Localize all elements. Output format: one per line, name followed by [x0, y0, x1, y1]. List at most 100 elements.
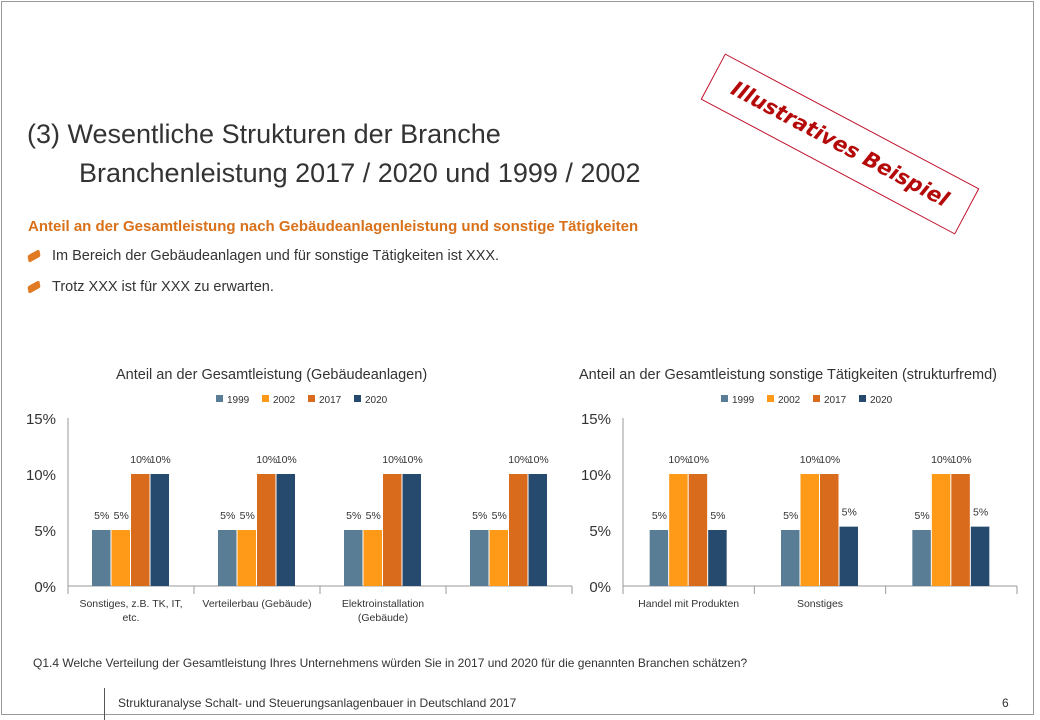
data-label: 10%: [931, 454, 952, 466]
y-tick-label: 5%: [589, 523, 611, 540]
bar-2020: [839, 526, 858, 586]
legend-swatch: [721, 395, 728, 402]
bar-1999: [92, 530, 111, 586]
legend-swatch: [262, 395, 269, 402]
bar-2002: [363, 530, 382, 586]
bar-2002: [111, 530, 130, 586]
data-label: 10%: [528, 454, 549, 466]
y-tick-label: 10%: [581, 467, 611, 484]
bar-2020: [150, 474, 169, 586]
y-tick-label: 5%: [34, 523, 56, 540]
chart-legend: 1999 2002 2017 2020: [721, 395, 893, 406]
data-label: 5%: [492, 510, 507, 522]
bar-2020: [970, 526, 990, 586]
legend-swatch: [354, 395, 361, 402]
page-title-line2: Branchenleistung 2017 / 2020 und 1999 / …: [79, 158, 641, 188]
legend-label: 2002: [778, 395, 801, 406]
data-label: 10%: [256, 454, 277, 466]
data-label: 5%: [366, 510, 381, 522]
bar-1999: [470, 530, 489, 586]
bar-2017: [257, 474, 276, 586]
data-label: 10%: [402, 454, 423, 466]
y-tick-label: 0%: [589, 579, 611, 596]
y-tick-label: 0%: [34, 579, 56, 596]
data-label: 5%: [783, 510, 798, 522]
bar-2002: [931, 474, 951, 586]
x-tick-label: Verteilerbau (Gebäude): [202, 598, 311, 610]
legend-label: 2020: [365, 395, 388, 406]
data-label: 10%: [382, 454, 403, 466]
x-tick-label: (Gebäude): [358, 612, 408, 624]
data-label: 10%: [668, 454, 689, 466]
data-label: 10%: [150, 454, 171, 466]
x-tick-label: Handel mit Produkten: [638, 598, 739, 610]
x-tick-label: Elektroinstallation: [342, 598, 424, 610]
data-label: 5%: [472, 510, 487, 522]
page-number: 6: [1002, 696, 1009, 710]
bar-2017: [383, 474, 402, 586]
y-tick-label: 10%: [26, 467, 56, 484]
bar-2017: [820, 474, 839, 586]
legend-swatch: [859, 395, 866, 402]
data-label: 5%: [914, 510, 929, 522]
bullet-item: Trotz XXX ist für XXX zu erwarten.: [27, 279, 274, 295]
bar-2017: [951, 474, 970, 586]
subheading: Anteil an der Gesamtleistung nach Gebäud…: [28, 218, 639, 235]
footer-divider: [104, 688, 105, 720]
legend-swatch: [216, 395, 223, 402]
legend-label: 2020: [870, 395, 893, 406]
data-label: 10%: [130, 454, 151, 466]
bar-2017: [509, 474, 528, 586]
bullet-item: Im Bereich der Gebäudeanlagen und für so…: [27, 248, 500, 264]
bar-2017: [688, 474, 708, 586]
bar-2002: [800, 474, 819, 586]
bar-2020: [708, 530, 727, 586]
data-label: 10%: [508, 454, 529, 466]
data-label: 10%: [800, 454, 821, 466]
bullet-text: Im Bereich der Gebäudeanlagen und für so…: [52, 248, 500, 264]
bar-1999: [912, 530, 931, 586]
bar-1999: [781, 530, 800, 586]
data-label: 5%: [114, 510, 129, 522]
chart-title-left: Anteil an der Gesamtleistung (Gebäudeanl…: [116, 367, 428, 383]
bullet-marker-icon: [27, 249, 41, 263]
bar-1999: [344, 530, 363, 586]
data-label: 10%: [951, 454, 972, 466]
data-label: 10%: [688, 454, 709, 466]
footer-text: Strukturanalyse Schalt- und Steuerungsan…: [118, 696, 517, 710]
legend-swatch: [813, 395, 820, 402]
x-tick-label: Sonstiges: [797, 598, 843, 610]
chart-title-right: Anteil an der Gesamtleistung sonstige Tä…: [579, 367, 998, 383]
data-label: 10%: [819, 454, 840, 466]
data-label: 5%: [220, 510, 235, 522]
x-tick-label: Sonstiges, z.B. TK, IT,: [79, 598, 182, 610]
legend-label: 1999: [227, 395, 250, 406]
chart-legend: 1999 2002 2017 2020: [216, 395, 388, 406]
data-label: 5%: [710, 510, 725, 522]
y-tick-label: 15%: [581, 411, 611, 428]
data-label: 5%: [842, 507, 857, 519]
legend-swatch: [308, 395, 315, 402]
bar-2002: [237, 530, 256, 586]
legend-label: 2017: [824, 395, 847, 406]
chart-sonstige-taetigkeiten: 1999 2002 2017 20200%5%10%15%5%10%10%5%Hand…: [581, 395, 1018, 610]
bar-2020: [528, 474, 547, 586]
legend-swatch: [767, 395, 774, 402]
legend-label: 1999: [732, 395, 755, 406]
data-label: 5%: [240, 510, 255, 522]
x-tick-label: etc.: [123, 612, 140, 624]
page-title-line1: (3) Wesentliche Strukturen der Branche: [27, 119, 501, 149]
data-label: 5%: [346, 510, 361, 522]
survey-question: Q1.4 Welche Verteilung der Gesamtleistun…: [33, 656, 748, 670]
data-label: 5%: [652, 510, 667, 522]
bar-1999: [649, 530, 669, 586]
bullet-marker-icon: [27, 280, 41, 294]
bullet-text: Trotz XXX ist für XXX zu erwarten.: [52, 279, 274, 295]
legend-label: 2017: [319, 395, 342, 406]
data-label: 10%: [276, 454, 297, 466]
bar-2020: [276, 474, 295, 586]
bar-2002: [489, 530, 508, 586]
bar-1999: [218, 530, 237, 586]
